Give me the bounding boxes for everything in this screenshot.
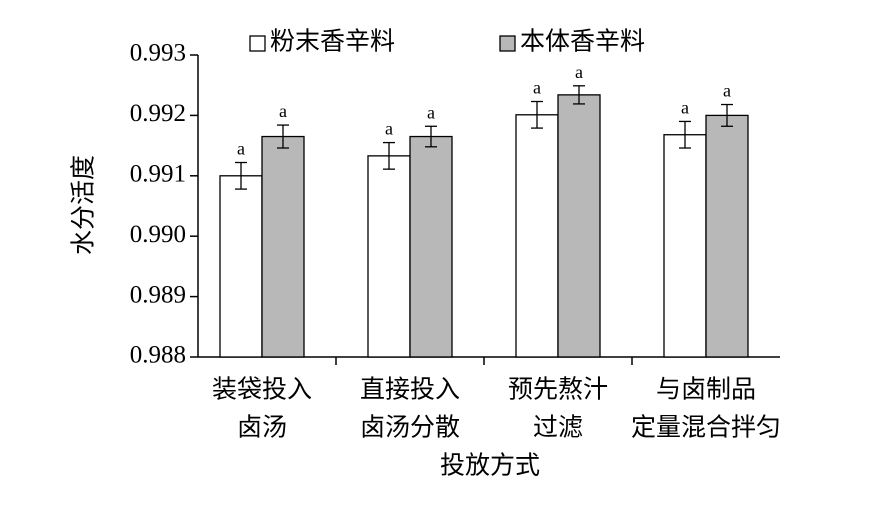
significance-label: a — [723, 81, 731, 101]
bar — [261, 135, 305, 358]
significance-label: a — [575, 62, 583, 82]
x-tick-label: 装袋投入 — [212, 376, 312, 404]
significance-label: a — [681, 98, 689, 118]
legend-swatch — [499, 35, 516, 52]
significance-label: a — [237, 139, 245, 159]
y-axis-label: 水分活度 — [70, 155, 98, 255]
x-axis-label: 投放方式 — [440, 452, 540, 480]
x-tick-label: 直接投入 — [360, 376, 460, 404]
bar — [515, 114, 559, 358]
bar — [409, 135, 453, 358]
legend-label: 粉末香辛料 — [270, 28, 395, 56]
bar — [367, 155, 411, 358]
x-tick-label: 与卤制品 — [656, 376, 756, 404]
legend-label: 本体香辛料 — [520, 28, 645, 56]
significance-label: a — [279, 101, 287, 121]
y-tick-label: 0.993 — [130, 40, 186, 67]
y-tick-label: 0.992 — [130, 100, 186, 127]
x-tick-label: 过滤 — [533, 414, 583, 442]
y-tick-label: 0.990 — [130, 221, 186, 248]
significance-label: a — [385, 119, 393, 139]
x-tick-label: 定量混合拌匀 — [631, 414, 781, 442]
significance-label: a — [427, 102, 435, 122]
bar — [663, 134, 707, 358]
y-tick-label: 0.989 — [130, 281, 186, 308]
bar — [219, 175, 263, 358]
significance-label: a — [533, 78, 541, 98]
bar — [705, 114, 749, 358]
legend-swatch — [249, 35, 266, 52]
x-tick-label: 卤汤 — [237, 414, 287, 442]
bar — [557, 94, 601, 358]
x-tick-label: 预先熬汁 — [508, 376, 608, 404]
y-tick-label: 0.988 — [130, 342, 186, 369]
x-tick-label: 卤汤分散 — [360, 414, 460, 442]
y-tick-label: 0.991 — [130, 161, 186, 188]
